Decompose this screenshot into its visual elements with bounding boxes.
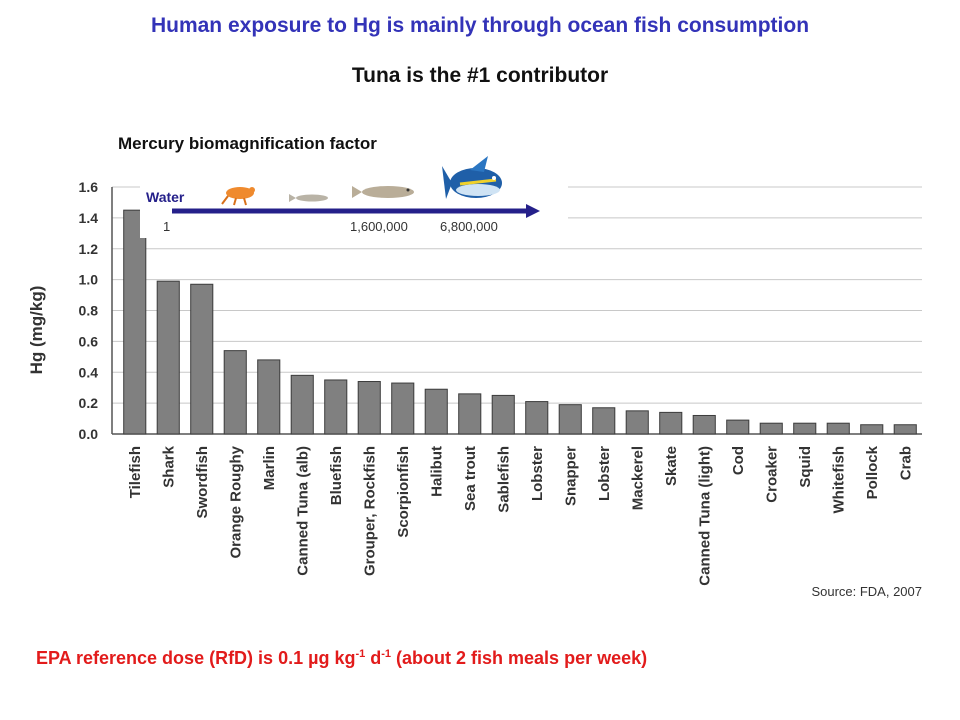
chart-title: Human exposure to Hg is mainly through o… — [150, 14, 810, 37]
bar — [793, 422, 817, 435]
bar — [759, 422, 783, 435]
x-tick-label: Swordfish — [194, 446, 211, 519]
x-tick-label: Lobster — [529, 446, 546, 501]
y-tick-label: 1.0 — [79, 272, 99, 288]
inset-heading: Mercury biomagnification factor — [118, 134, 377, 153]
footer-mid: d — [365, 648, 382, 668]
bar — [156, 280, 180, 435]
bar — [123, 209, 147, 435]
x-tick-labels: Tilefish Shark Swordfish Orange Roughy Marli… — [127, 445, 915, 585]
x-tick-label: Squid — [797, 446, 814, 488]
x-tick-label: Cod — [730, 446, 747, 475]
x-tick-label: Pollock — [864, 445, 881, 499]
medium-fish-icon — [352, 186, 414, 198]
x-tick-label: Grouper, Rockfish — [361, 446, 378, 576]
bar — [223, 350, 247, 435]
bar — [692, 414, 716, 435]
bars — [123, 209, 917, 435]
x-tick-label: Canned Tuna (light) — [696, 446, 713, 586]
bar — [826, 422, 850, 435]
y-tick-label: 1.6 — [79, 179, 99, 195]
bar — [860, 424, 884, 435]
bar — [458, 393, 482, 435]
bar — [558, 404, 582, 435]
bar — [893, 424, 917, 435]
bar — [424, 388, 448, 435]
small-fish-icon — [289, 194, 328, 202]
footer-suffix: (about 2 fish meals per week) — [391, 648, 648, 668]
bar — [491, 394, 515, 435]
footer-exponent-1: -1 — [355, 648, 366, 660]
x-tick-label: Shark — [160, 445, 177, 487]
x-tick-label: Bluefish — [328, 446, 345, 505]
bar — [659, 411, 683, 435]
chart-subtitle: Tuna is the #1 contributor — [351, 64, 609, 87]
bar — [592, 407, 616, 435]
bar — [525, 401, 549, 435]
shrimp-icon — [221, 187, 255, 206]
footer-note: EPA reference dose (RfD) is 0.1 µg kg-1 … — [36, 648, 647, 669]
bar — [625, 410, 649, 435]
y-tick-label: 1.2 — [79, 241, 99, 257]
x-tick-label: Orange Roughy — [227, 445, 244, 558]
x-tick-label: Scorpionfish — [395, 446, 412, 538]
x-tick-label: Mackerel — [629, 446, 646, 510]
x-tick-label: Crab — [897, 446, 914, 480]
x-tick-label: Marlin — [261, 446, 278, 490]
gridlines — [112, 186, 922, 435]
y-axis: 0.0 0.2 0.4 0.6 0.8 1.0 1.2 1.4 1.6 — [79, 179, 113, 442]
footer-exponent-2: -1 — [381, 648, 392, 660]
x-tick-label: Lobster — [596, 446, 613, 501]
bar — [190, 283, 214, 435]
x-tick-label: Snapper — [562, 446, 579, 506]
y-tick-label: 0.8 — [79, 303, 99, 319]
x-tick-label: Whitefish — [830, 446, 847, 514]
x-tick-label: Croaker — [763, 446, 780, 503]
tuna-icon — [442, 156, 502, 199]
factor-water: 1 — [163, 219, 170, 234]
bar — [391, 382, 415, 435]
factor-fish: 1,600,000 — [350, 219, 408, 234]
y-tick-label: 0.0 — [79, 426, 99, 442]
bar — [726, 419, 750, 435]
factor-tuna: 6,800,000 — [440, 219, 498, 234]
arrow-head-icon — [526, 204, 540, 218]
biomagnification-inset: Water 1 1, — [140, 156, 568, 238]
y-tick-label: 0.2 — [79, 395, 99, 411]
x-tick-label: Sea trout — [462, 446, 479, 511]
source-note: Source: FDA, 2007 — [811, 584, 922, 599]
y-tick-label: 0.6 — [79, 333, 99, 349]
footer-prefix: EPA reference dose (RfD) is 0.1 µg kg — [36, 648, 356, 668]
x-tick-label: Canned Tuna (alb) — [294, 446, 311, 576]
x-tick-label: Tilefish — [127, 446, 144, 498]
y-tick-label: 1.4 — [79, 210, 99, 226]
x-tick-label: Halibut — [428, 446, 445, 497]
bar — [324, 379, 348, 435]
bar — [257, 359, 281, 435]
x-tick-label: Skate — [663, 446, 680, 486]
y-axis-label: Hg (mg/kg) — [27, 286, 46, 375]
water-label: Water — [146, 189, 185, 205]
y-tick-label: 0.4 — [79, 364, 99, 380]
bar — [290, 374, 314, 435]
bar — [357, 381, 381, 435]
x-tick-label: Sablefish — [495, 446, 512, 513]
